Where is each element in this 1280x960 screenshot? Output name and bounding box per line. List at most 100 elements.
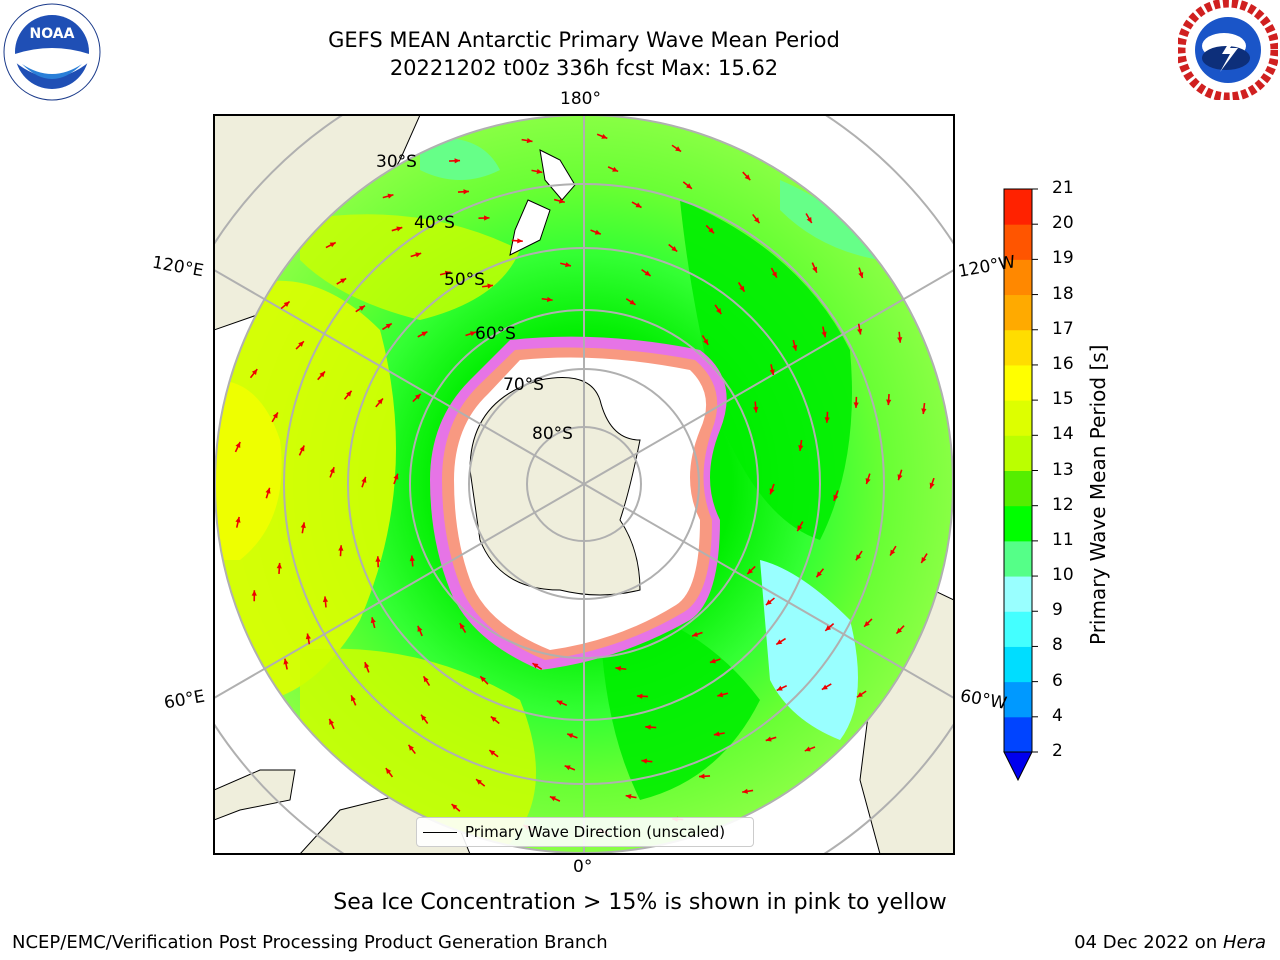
colorbar-tick-label: 13	[1052, 459, 1074, 480]
wave-arrow-head	[415, 393, 421, 400]
wave-arrow-head	[387, 193, 394, 199]
wave-arrow-head	[329, 242, 336, 248]
wave-arrow-head	[444, 270, 451, 276]
sea-ice-note: Sea Ice Concentration > 15% is shown in …	[333, 890, 947, 915]
wave-arrow-head	[451, 804, 458, 810]
wave-arrow-head	[897, 337, 903, 343]
colorbar-tick-label: 20	[1052, 213, 1074, 234]
wave-direction-arrows	[234, 133, 935, 835]
wave-arrow-head	[385, 768, 392, 774]
footer-date: 04 Dec 2022 on Hera	[1074, 932, 1266, 953]
wave-arrow-head	[641, 758, 648, 764]
legend-line-swatch	[423, 832, 457, 833]
colorbar-tick-label: 21	[1052, 178, 1074, 198]
wave-arrow-head	[421, 331, 428, 337]
wave-arrow-head	[377, 398, 383, 405]
wave-arrow-head	[797, 525, 803, 532]
wave-arrow-head	[276, 562, 282, 569]
colorbar-segment	[1004, 681, 1032, 718]
wave-arrow-head	[409, 555, 415, 562]
colorbar-segment	[1004, 505, 1032, 542]
wave-arrow-head	[359, 305, 365, 311]
wave-arrow-head	[546, 296, 553, 303]
colorbar-segment	[1004, 364, 1032, 401]
wave-arrow-head	[692, 631, 698, 637]
wave-arrow-head	[798, 445, 804, 451]
wave-arrow-head	[853, 402, 859, 408]
lat-label-50s: 50°S	[444, 270, 485, 290]
wave-arrow-head	[393, 473, 399, 480]
colorbar-segment	[1004, 470, 1032, 507]
wave-arrow-head	[490, 716, 497, 722]
wave-arrow-head	[753, 406, 759, 413]
wave-arrow-head	[742, 788, 748, 794]
wave-arrow-head	[857, 328, 863, 335]
wave-arrow-head	[708, 227, 714, 234]
wave-arrow-head	[824, 417, 830, 423]
nws-logo	[1178, 0, 1278, 100]
wave-arrow-head	[717, 692, 724, 698]
wave-arrow-head	[364, 662, 370, 669]
wave-arrow-head	[806, 217, 812, 223]
wave-arrow-head	[346, 390, 352, 397]
chart-title: GEFS MEAN Antarctic Primary Wave Mean Pe…	[328, 28, 840, 52]
wave-arrow-head	[615, 665, 622, 672]
wave-arrow-head	[864, 621, 870, 627]
colorbar-segment	[1004, 259, 1032, 296]
svg-text:NOAA: NOAA	[30, 26, 75, 42]
wave-arrow-head	[739, 285, 745, 292]
wave-arrow-head	[272, 412, 278, 419]
wave-arrow-head	[601, 133, 608, 139]
wave-arrow-head	[489, 750, 496, 756]
wave-arrow-head	[517, 238, 523, 244]
wave-arrow-head	[299, 445, 305, 452]
wave-arrow-head	[636, 693, 643, 699]
wave-arrow-head	[396, 226, 403, 232]
wave-arrow-head	[567, 733, 574, 739]
wave-arrow-head	[833, 494, 839, 501]
lon-label-0: 0°	[573, 857, 593, 877]
wave-arrow-head	[300, 522, 306, 529]
wave-arrow-head	[340, 278, 347, 284]
colorbar	[1003, 188, 1038, 782]
wave-arrow-head	[921, 556, 927, 563]
wave-arrow-head	[776, 685, 783, 691]
wave-arrow-head	[716, 308, 722, 315]
wave-arrow-head	[769, 369, 775, 376]
lon-label-180: 180°	[560, 89, 601, 109]
wave-arrow-head	[629, 299, 636, 305]
wave-arrow-head	[713, 731, 720, 737]
colorbar-segment	[1004, 294, 1032, 331]
wave-arrow-head	[886, 399, 892, 406]
wave-arrow-head	[338, 545, 344, 551]
wave-arrow-head	[319, 371, 325, 378]
wave-arrow-head	[792, 344, 798, 351]
colorbar-segment	[1004, 646, 1032, 683]
wave-arrow-head	[765, 736, 772, 742]
colorbar-tick-label: 18	[1052, 283, 1074, 304]
colorbar-tick-label: 12	[1052, 494, 1074, 515]
wave-arrow-head	[558, 198, 565, 204]
wave-arrow-head	[532, 663, 539, 669]
wave-arrow-head	[897, 474, 903, 481]
wave-arrow-head	[821, 684, 828, 690]
wave-arrow-head	[929, 482, 935, 489]
wave-arrow-head	[305, 633, 311, 640]
wave-arrow-head	[484, 215, 490, 221]
wave-arrow-head	[329, 718, 335, 725]
wave-arrow-head	[415, 252, 422, 258]
wave-arrow-head	[858, 272, 864, 279]
colorbar-segment	[1004, 224, 1032, 260]
wave-arrow-head	[816, 571, 822, 578]
wave-arrow-head	[298, 341, 304, 347]
wave-arrow-head	[565, 262, 571, 268]
colorbar-tick-label: 4	[1052, 705, 1063, 726]
wave-arrow-head	[635, 202, 642, 208]
wave-arrow-head	[675, 146, 682, 152]
colorbar-under-triangle	[1003, 751, 1033, 782]
colorbar-segment	[1004, 611, 1032, 647]
colorbar-title: Primary Wave Mean Period [s]	[1086, 344, 1110, 646]
wave-arrow-head	[709, 658, 716, 664]
wave-arrow-head	[385, 323, 392, 329]
wave-arrow-head	[612, 166, 619, 172]
